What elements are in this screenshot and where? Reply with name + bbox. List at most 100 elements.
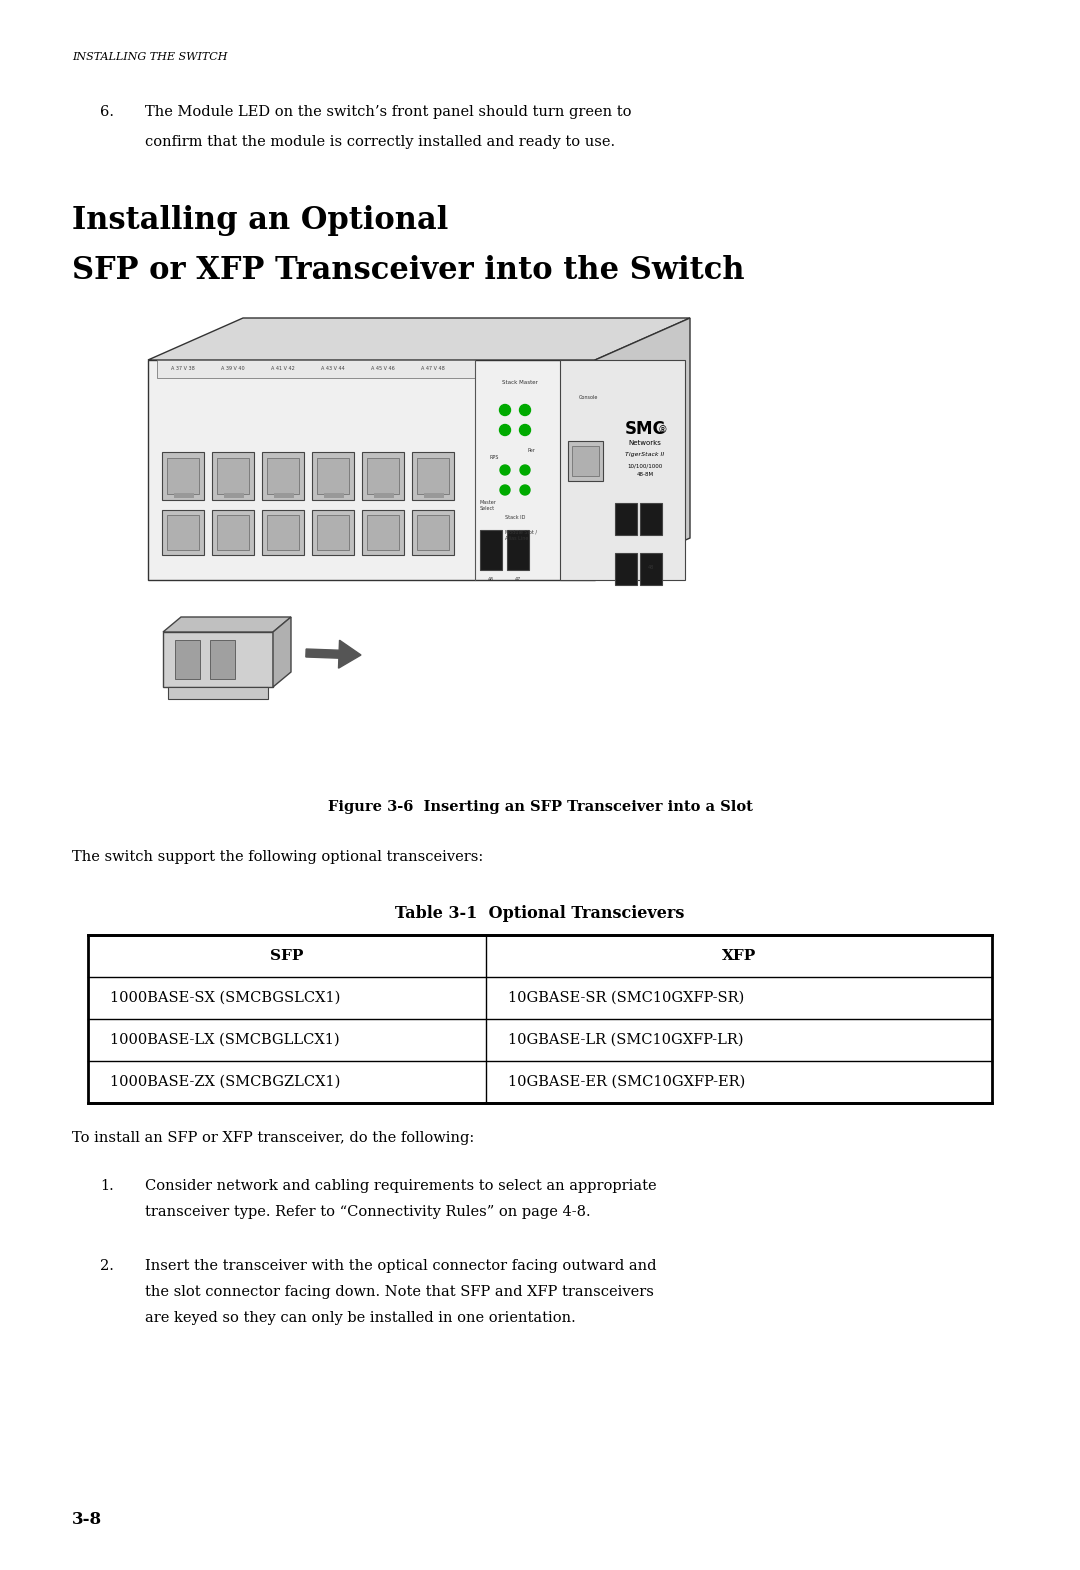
Polygon shape [273, 617, 291, 688]
Text: SFP: SFP [270, 948, 303, 962]
Polygon shape [595, 319, 690, 579]
Bar [163, 633, 273, 688]
Text: Console: Console [578, 396, 597, 400]
Circle shape [500, 465, 510, 476]
Bar [417, 458, 449, 495]
Bar [367, 515, 399, 550]
Text: SMC: SMC [624, 421, 665, 438]
Bar [572, 446, 599, 476]
Bar [411, 452, 454, 499]
Bar [411, 510, 454, 556]
Text: 10GBASE-SR (SMC10GXFP-SR): 10GBASE-SR (SMC10GXFP-SR) [508, 991, 744, 1005]
Bar [568, 441, 603, 480]
Text: 1.: 1. [100, 1179, 113, 1193]
Text: 2.: 2. [100, 1259, 113, 1273]
Polygon shape [168, 688, 268, 699]
Text: A 47 V 48: A 47 V 48 [421, 366, 445, 372]
Bar [362, 452, 404, 499]
Text: Networks: Networks [629, 440, 661, 446]
Bar [312, 510, 354, 556]
Polygon shape [148, 319, 690, 360]
Text: 48-8M: 48-8M [636, 473, 653, 477]
Text: 47: 47 [515, 578, 522, 582]
FancyArrow shape [306, 641, 361, 669]
Text: A 45 V 46: A 45 V 46 [372, 366, 395, 372]
Text: Figure 3-6  Inserting an SFP Transceiver into a Slot: Figure 3-6 Inserting an SFP Transceiver … [327, 801, 753, 813]
Bar [640, 502, 662, 535]
Bar [148, 360, 595, 579]
Text: transceiver type. Refer to “Connectivity Rules” on page 4-8.: transceiver type. Refer to “Connectivity… [145, 1206, 591, 1218]
Bar [507, 531, 529, 570]
Bar [367, 458, 399, 495]
Bar [174, 493, 194, 498]
Bar [162, 510, 204, 556]
Text: 3-8: 3-8 [72, 1510, 103, 1528]
Bar [417, 515, 449, 550]
Circle shape [519, 405, 530, 416]
Bar [212, 510, 254, 556]
Text: SFP or XFP Transceiver into the Switch: SFP or XFP Transceiver into the Switch [72, 254, 744, 286]
Bar [167, 515, 199, 550]
Text: Installing an Optional: Installing an Optional [72, 206, 448, 236]
Text: A 43 V 44: A 43 V 44 [321, 366, 345, 372]
Circle shape [519, 485, 530, 495]
Text: 10/100/1000: 10/100/1000 [627, 463, 663, 468]
Bar [362, 510, 404, 556]
Circle shape [499, 405, 511, 416]
Text: INSTALLING THE SWITCH: INSTALLING THE SWITCH [72, 52, 228, 61]
Circle shape [519, 424, 530, 435]
Bar [318, 458, 349, 495]
Bar [175, 641, 200, 678]
Text: 6.: 6. [100, 105, 114, 119]
Text: 46: 46 [488, 578, 495, 582]
Text: A 39 V 40: A 39 V 40 [221, 366, 245, 372]
Bar [210, 641, 235, 678]
Text: Per: Per [528, 447, 536, 454]
Text: The Module LED on the switch’s front panel should turn green to: The Module LED on the switch’s front pan… [145, 105, 632, 119]
Text: 10GBASE-LR (SMC10GXFP-LR): 10GBASE-LR (SMC10GXFP-LR) [508, 1033, 743, 1047]
Text: Insert the transceiver with the optical connector facing outward and: Insert the transceiver with the optical … [145, 1259, 657, 1273]
Text: ®: ® [658, 425, 667, 435]
Bar [274, 493, 294, 498]
Bar [224, 493, 244, 498]
Bar [162, 452, 204, 499]
Circle shape [500, 485, 510, 495]
Bar [374, 493, 394, 498]
Text: 10GBASE-ER (SMC10GXFP-ER): 10GBASE-ER (SMC10GXFP-ER) [508, 1075, 745, 1090]
Text: XFP: XFP [721, 948, 756, 962]
Text: TigerStack II: TigerStack II [625, 452, 664, 457]
Text: A 41 V 42: A 41 V 42 [271, 366, 295, 372]
Text: Table 3-1  Optional Transcievers: Table 3-1 Optional Transcievers [395, 904, 685, 922]
Polygon shape [163, 617, 291, 633]
Bar [324, 493, 345, 498]
Circle shape [519, 465, 530, 476]
Bar [87, 936, 993, 1104]
Bar [267, 515, 299, 550]
Bar [424, 493, 444, 498]
Text: Module Slot /
Alias Line: Module Slot / Alias Line [505, 531, 537, 540]
Text: the slot connector facing down. Note that SFP and XFP transceivers: the slot connector facing down. Note tha… [145, 1284, 653, 1298]
Text: 1000BASE-SX (SMCBGSLCX1): 1000BASE-SX (SMCBGSLCX1) [110, 991, 340, 1005]
Bar [217, 458, 249, 495]
Bar [267, 458, 299, 495]
Bar [217, 515, 249, 550]
Text: 1000BASE-ZX (SMCBGZLCX1): 1000BASE-ZX (SMCBGZLCX1) [110, 1075, 340, 1090]
Bar [615, 553, 637, 586]
Text: Stack Master: Stack Master [502, 380, 538, 385]
Text: RPS: RPS [490, 455, 499, 460]
Text: Master
Select: Master Select [480, 499, 497, 510]
Text: The switch support the following optional transceivers:: The switch support the following optiona… [72, 849, 483, 864]
Bar [480, 531, 502, 570]
Text: 48: 48 [648, 565, 654, 570]
Bar [262, 510, 303, 556]
Text: confirm that the module is correctly installed and ready to use.: confirm that the module is correctly ins… [145, 135, 616, 149]
Bar [167, 458, 199, 495]
Text: Stack ID: Stack ID [505, 515, 525, 520]
Bar [561, 360, 685, 579]
Circle shape [499, 424, 511, 435]
Text: A 37 V 38: A 37 V 38 [171, 366, 194, 372]
Bar [312, 452, 354, 499]
Text: To install an SFP or XFP transceiver, do the following:: To install an SFP or XFP transceiver, do… [72, 1130, 474, 1145]
Bar [262, 452, 303, 499]
Text: Consider network and cabling requirements to select an appropriate: Consider network and cabling requirement… [145, 1179, 657, 1193]
